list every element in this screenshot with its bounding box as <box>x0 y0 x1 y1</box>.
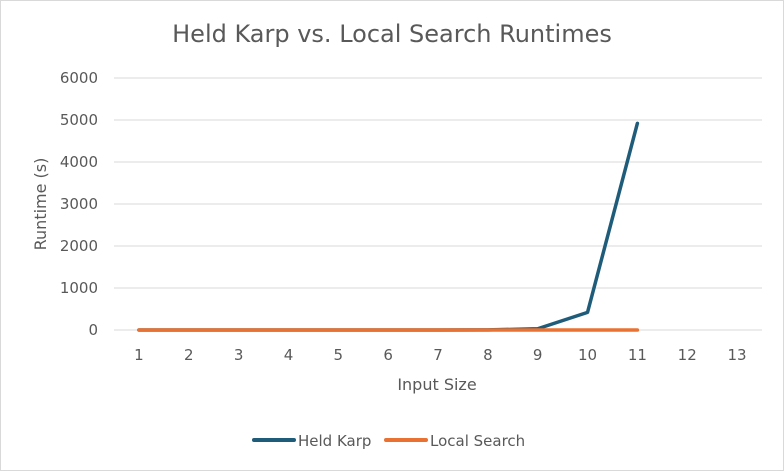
x-tick-label: 1 <box>134 346 144 364</box>
y-tick-label: 0 <box>88 321 98 339</box>
x-axis-ticks: 1 2 3 4 5 6 7 8 9 10 11 12 13 <box>134 346 746 364</box>
x-tick-label: 4 <box>284 346 294 364</box>
x-tick-label: 7 <box>433 346 443 364</box>
x-tick-label: 6 <box>383 346 393 364</box>
y-tick-label: 1000 <box>60 279 98 297</box>
y-axis-label: Runtime (s) <box>31 158 50 251</box>
chart-title: Held Karp vs. Local Search Runtimes <box>172 20 612 48</box>
x-tick-label: 2 <box>184 346 194 364</box>
legend-label: Local Search <box>430 432 525 450</box>
x-tick-label: 5 <box>334 346 344 364</box>
y-tick-label: 2000 <box>60 237 98 255</box>
x-tick-label: 3 <box>234 346 244 364</box>
x-tick-label: 12 <box>678 346 697 364</box>
y-tick-label: 5000 <box>60 111 98 129</box>
legend: Held Karp Local Search <box>252 432 525 450</box>
x-tick-label: 8 <box>483 346 493 364</box>
legend-item-held-karp: Held Karp <box>252 432 371 450</box>
y-axis-ticks: 0 1000 2000 3000 4000 5000 6000 <box>60 69 98 339</box>
y-tick-label: 6000 <box>60 69 98 87</box>
gridlines <box>114 77 762 331</box>
x-tick-label: 10 <box>578 346 597 364</box>
legend-item-local-search: Local Search <box>384 432 525 450</box>
data-series <box>137 121 640 332</box>
x-tick-label: 13 <box>728 346 747 364</box>
x-tick-label: 9 <box>533 346 543 364</box>
series-line-held-karp <box>137 121 640 332</box>
y-tick-label: 4000 <box>60 153 98 171</box>
x-tick-label: 11 <box>628 346 647 364</box>
y-tick-label: 3000 <box>60 195 98 213</box>
legend-label: Held Karp <box>298 432 371 450</box>
x-axis-label: Input Size <box>397 375 476 394</box>
